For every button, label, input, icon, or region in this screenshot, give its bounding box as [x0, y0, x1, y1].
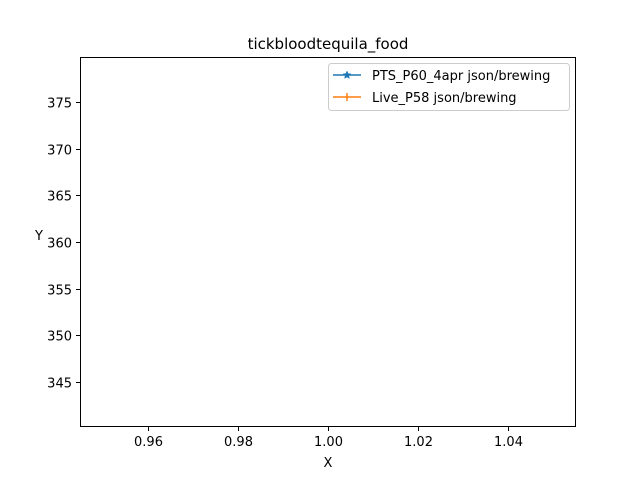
x-tick-label: 1.02 — [404, 435, 433, 450]
x-tick-label: 0.98 — [224, 435, 253, 450]
x-axis-label: X — [324, 456, 333, 471]
x-axis-ticks: 0.96 0.98 1.00 1.02 1.04 — [134, 427, 523, 450]
legend-label-1: Live_P58 json/brewing — [372, 91, 517, 106]
x-tick-label: 1.00 — [314, 435, 343, 450]
legend-star-marker-icon — [342, 70, 352, 79]
chart-title: tickbloodtequila_food — [248, 35, 409, 54]
legend-box — [328, 63, 570, 111]
legend-entry-0: PTS_P60_4apr json/brewing — [333, 69, 550, 84]
y-tick-label: 350 — [47, 330, 72, 345]
plot-area — [80, 57, 576, 427]
y-tick-label: 375 — [47, 97, 72, 112]
y-tick-label: 345 — [47, 377, 72, 392]
legend-entry-1: Live_P58 json/brewing — [333, 91, 517, 106]
y-tick-label: 355 — [47, 284, 72, 299]
x-tick-label: 0.96 — [134, 435, 163, 450]
y-tick-label: 360 — [47, 237, 72, 252]
y-tick-label: 365 — [47, 190, 72, 205]
x-tick-label: 1.04 — [494, 435, 523, 450]
legend: PTS_P60_4apr json/brewing Live_P58 json/… — [328, 63, 570, 111]
y-axis-ticks: 345 350 355 360 365 370 375 — [47, 97, 80, 392]
y-axis-label: Y — [34, 229, 43, 244]
legend-label-0: PTS_P60_4apr json/brewing — [372, 69, 550, 84]
y-tick-label: 370 — [47, 144, 72, 159]
